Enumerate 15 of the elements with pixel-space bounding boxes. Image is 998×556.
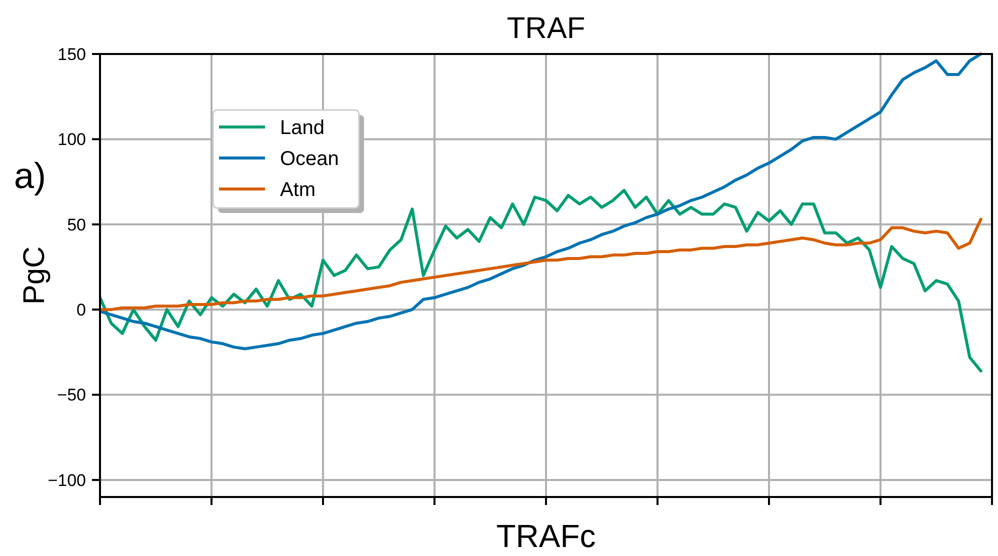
y-tick-label: 50: [67, 215, 86, 234]
line-series: [100, 52, 982, 350]
legend-label: Ocean: [280, 148, 339, 170]
text: a): [14, 155, 46, 196]
y-tick-label: −100: [48, 470, 86, 490]
y-tick-label: 150: [58, 44, 86, 64]
y-tick-label: −50: [57, 386, 86, 405]
y-axis-title: PgC: [18, 246, 51, 305]
chart-title: TRAF: [506, 12, 586, 45]
x-axis-title: TRAFc: [496, 518, 596, 554]
y-tick-label: 0: [76, 300, 86, 320]
legend-label: Land: [280, 117, 324, 139]
legend-label: Atm: [280, 179, 316, 201]
line-series: [100, 218, 982, 312]
y-tick-label: 100: [58, 130, 86, 150]
